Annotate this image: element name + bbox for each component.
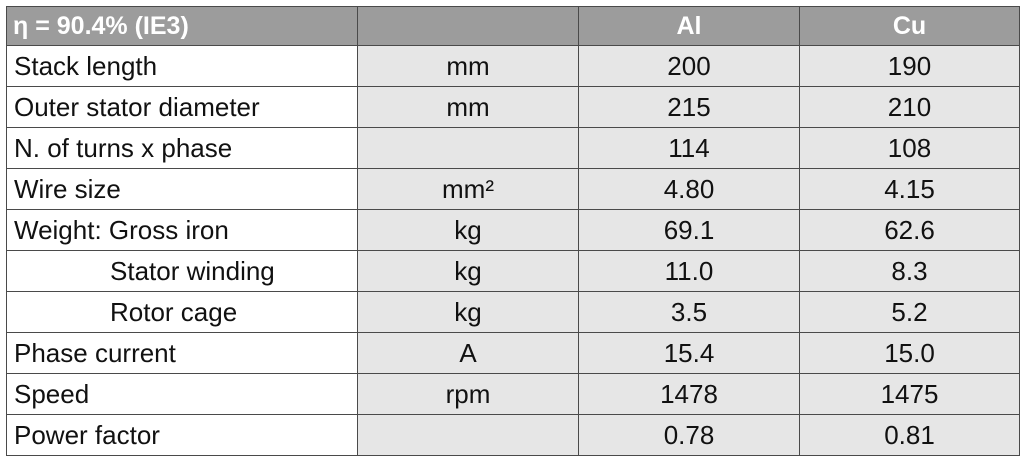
table-row: Speed rpm 1478 1475 bbox=[6, 373, 1020, 415]
row-value-cu: 0.81 bbox=[799, 414, 1020, 456]
row-label: Power factor bbox=[6, 414, 358, 456]
row-value-al: 200 bbox=[578, 45, 800, 87]
row-value-al: 3.5 bbox=[578, 291, 800, 333]
row-label: Rotor cage bbox=[6, 291, 358, 333]
row-value-cu: 15.0 bbox=[799, 332, 1020, 374]
row-value-cu: 5.2 bbox=[799, 291, 1020, 333]
row-unit: rpm bbox=[357, 373, 579, 415]
table-row: Phase current A 15.4 15.0 bbox=[6, 332, 1020, 374]
row-value-cu: 190 bbox=[799, 45, 1020, 87]
header-row: η = 90.4% (IE3) Al Cu bbox=[6, 6, 1020, 46]
table-row: Weight: Gross iron kg 69.1 62.6 bbox=[6, 209, 1020, 251]
row-unit: kg bbox=[357, 250, 579, 292]
row-value-cu: 1475 bbox=[799, 373, 1020, 415]
row-value-cu: 210 bbox=[799, 86, 1020, 128]
row-value-al: 15.4 bbox=[578, 332, 800, 374]
table-row: Rotor cage kg 3.5 5.2 bbox=[6, 291, 1020, 333]
row-value-cu: 4.15 bbox=[799, 168, 1020, 210]
row-unit: mm bbox=[357, 86, 579, 128]
row-value-al: 1478 bbox=[578, 373, 800, 415]
al-column-header: Al bbox=[578, 6, 800, 46]
table-row: Outer stator diameter mm 215 210 bbox=[6, 86, 1020, 128]
table-row: Stack length mm 200 190 bbox=[6, 45, 1020, 87]
row-label: Stack length bbox=[6, 45, 358, 87]
motor-comparison-table: η = 90.4% (IE3) Al Cu Stack length mm 20… bbox=[6, 6, 1020, 456]
row-unit: mm bbox=[357, 45, 579, 87]
row-unit: mm² bbox=[357, 168, 579, 210]
row-label: Outer stator diameter bbox=[6, 86, 358, 128]
table-row: Wire size mm² 4.80 4.15 bbox=[6, 168, 1020, 210]
row-label: Weight: Gross iron bbox=[6, 209, 358, 251]
row-label: Wire size bbox=[6, 168, 358, 210]
row-unit bbox=[357, 414, 579, 456]
row-value-al: 114 bbox=[578, 127, 800, 169]
row-unit bbox=[357, 127, 579, 169]
row-value-al: 4.80 bbox=[578, 168, 800, 210]
table-row: Power factor 0.78 0.81 bbox=[6, 414, 1020, 456]
row-value-al: 69.1 bbox=[578, 209, 800, 251]
row-unit: kg bbox=[357, 209, 579, 251]
row-label: Speed bbox=[6, 373, 358, 415]
table-row: N. of turns x phase 114 108 bbox=[6, 127, 1020, 169]
row-label: Phase current bbox=[6, 332, 358, 374]
row-label: N. of turns x phase bbox=[6, 127, 358, 169]
row-value-cu: 8.3 bbox=[799, 250, 1020, 292]
row-value-cu: 108 bbox=[799, 127, 1020, 169]
row-value-al: 0.78 bbox=[578, 414, 800, 456]
row-unit: kg bbox=[357, 291, 579, 333]
efficiency-title: η = 90.4% (IE3) bbox=[6, 6, 358, 46]
unit-column-header bbox=[357, 6, 579, 46]
table-row: Stator winding kg 11.0 8.3 bbox=[6, 250, 1020, 292]
row-label: Stator winding bbox=[6, 250, 358, 292]
row-value-cu: 62.6 bbox=[799, 209, 1020, 251]
motor-comparison-table-wrapper: η = 90.4% (IE3) Al Cu Stack length mm 20… bbox=[6, 6, 1020, 456]
row-unit: A bbox=[357, 332, 579, 374]
row-value-al: 215 bbox=[578, 86, 800, 128]
row-value-al: 11.0 bbox=[578, 250, 800, 292]
cu-column-header: Cu bbox=[799, 6, 1020, 46]
